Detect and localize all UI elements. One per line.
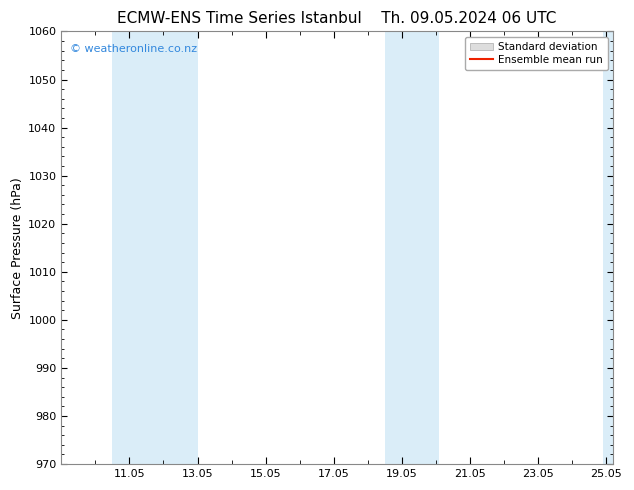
Legend: Standard deviation, Ensemble mean run: Standard deviation, Ensemble mean run <box>465 37 608 70</box>
Bar <box>603 31 616 464</box>
Bar <box>385 31 439 464</box>
Y-axis label: Surface Pressure (hPa): Surface Pressure (hPa) <box>11 177 24 318</box>
Title: ECMW-ENS Time Series Istanbul    Th. 09.05.2024 06 UTC: ECMW-ENS Time Series Istanbul Th. 09.05.… <box>117 11 557 26</box>
Text: © weatheronline.co.nz: © weatheronline.co.nz <box>70 45 197 54</box>
Bar <box>112 31 198 464</box>
